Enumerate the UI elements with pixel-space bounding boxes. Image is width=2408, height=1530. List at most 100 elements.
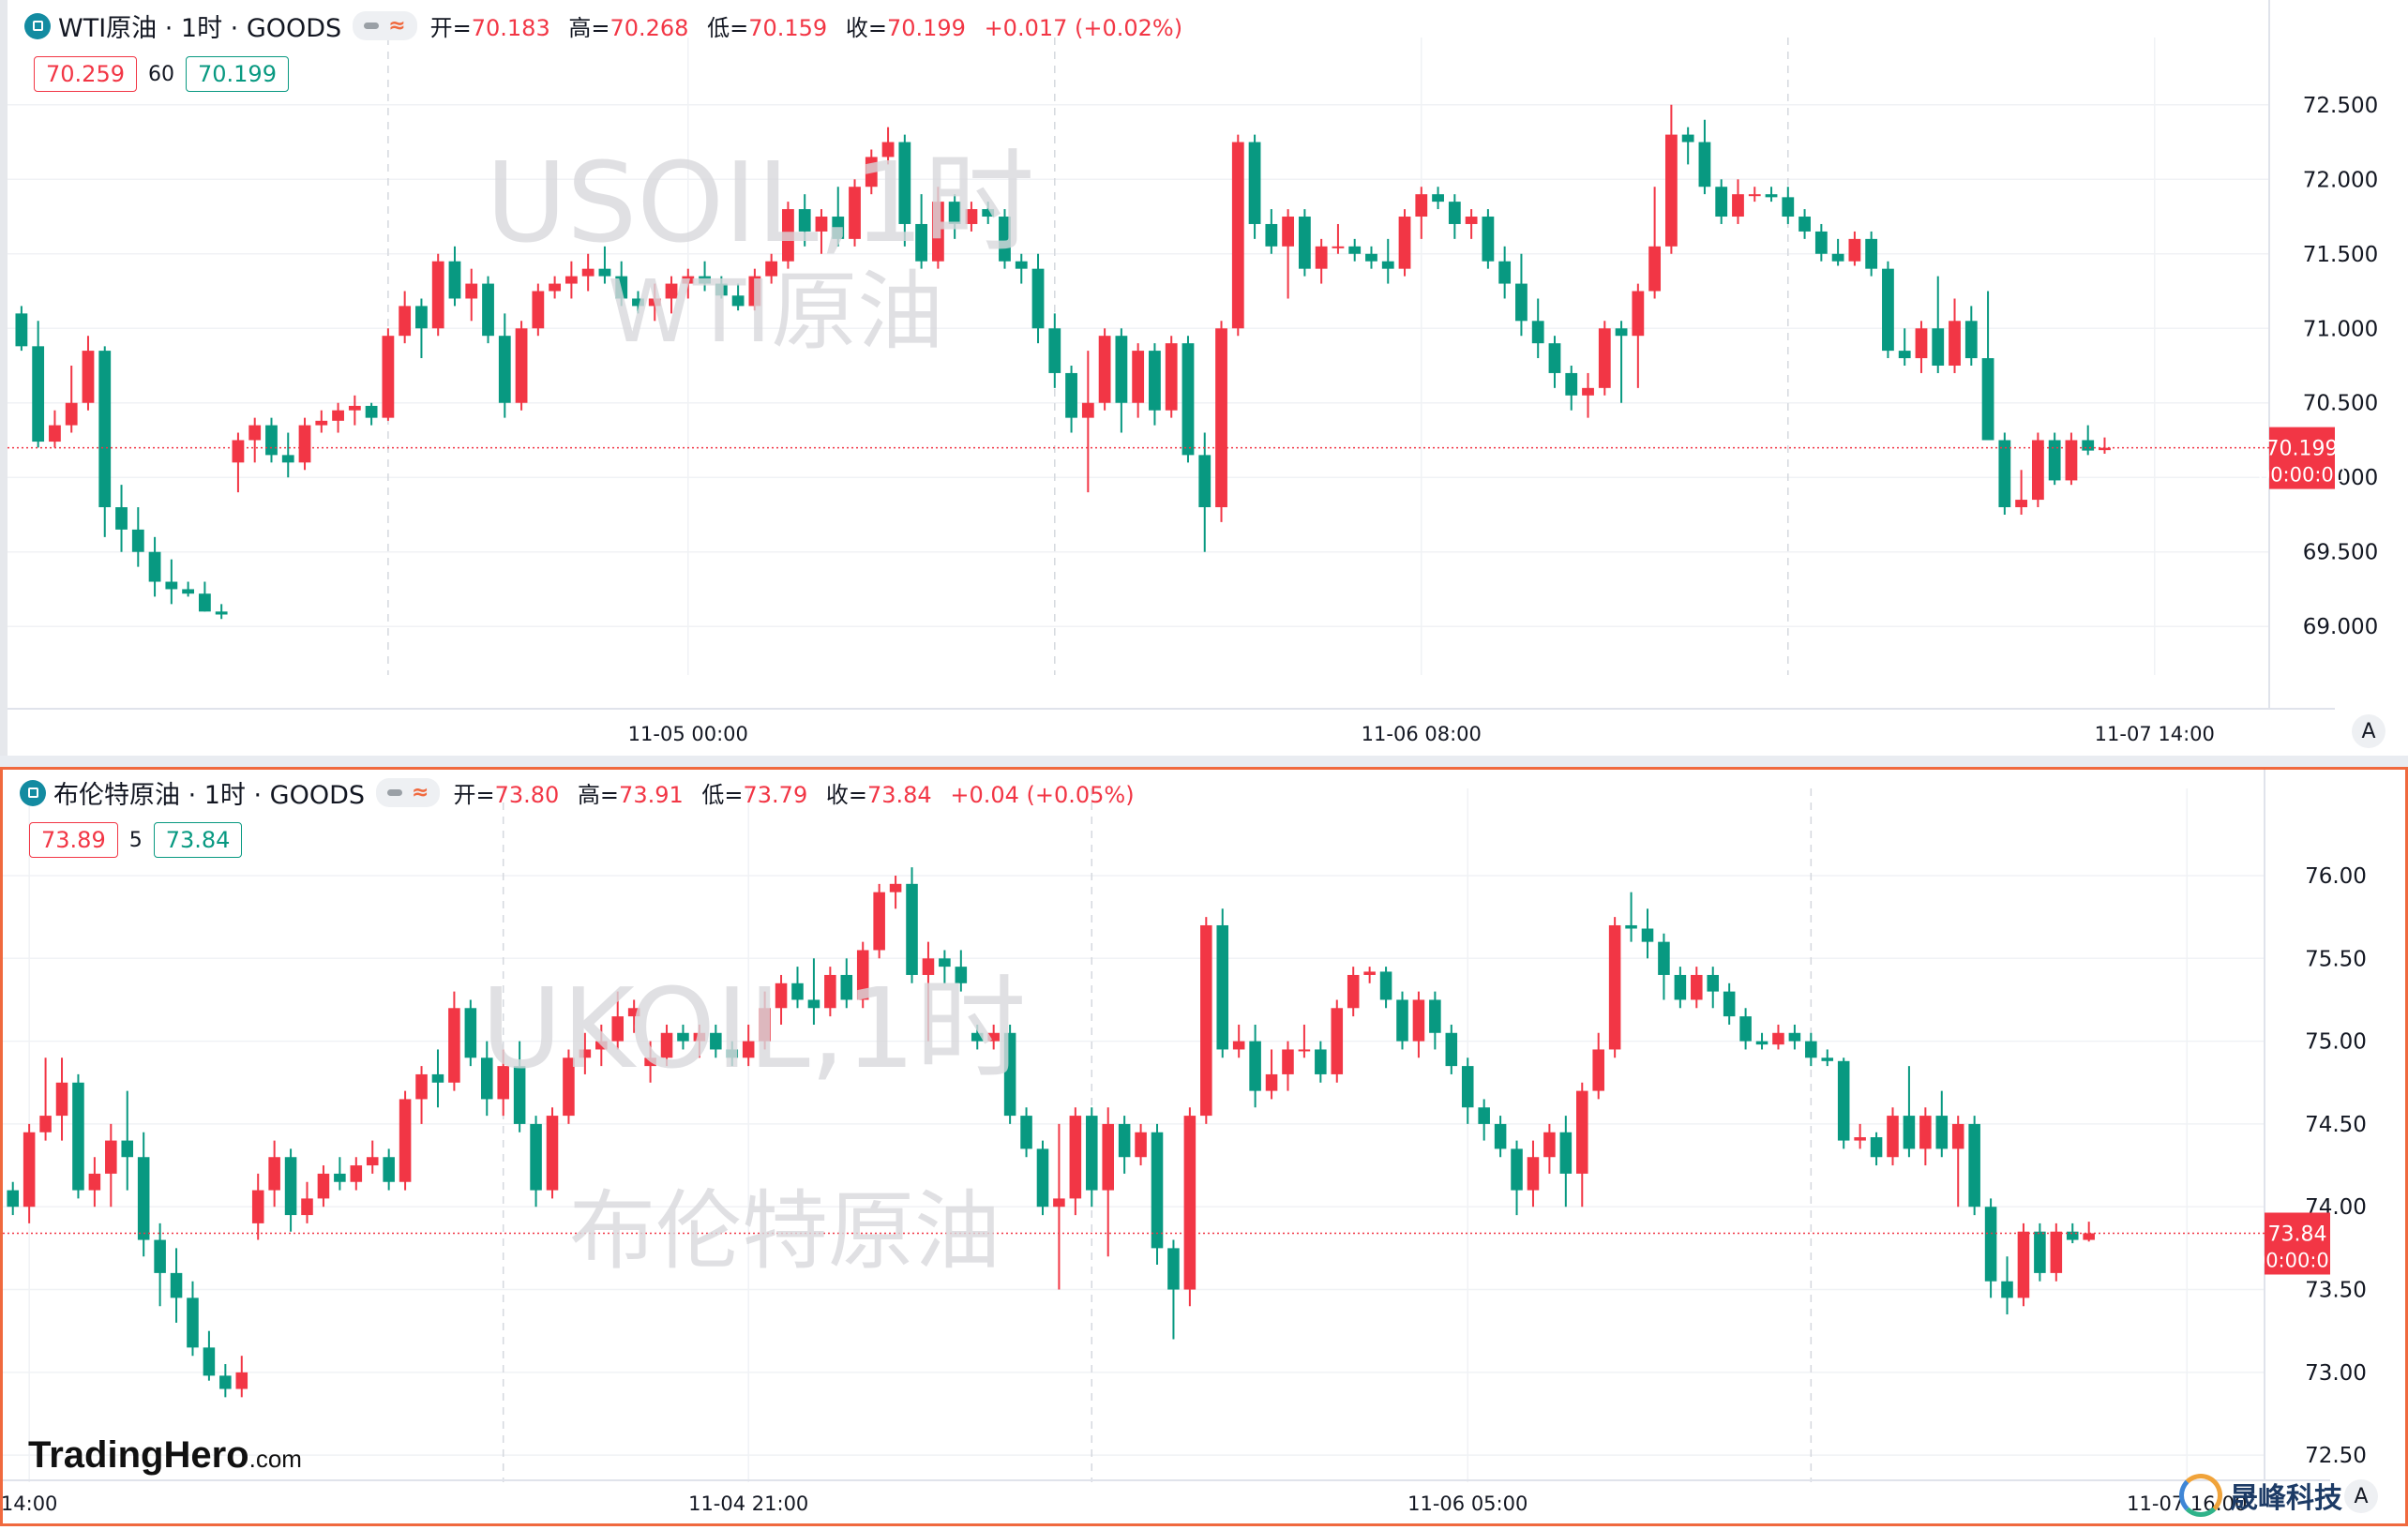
price-tick-label: 71.000 [2303,317,2378,341]
candle-body [15,313,28,347]
candle-body [677,1032,689,1042]
candle-body [1981,358,1994,441]
candle-body [1951,1123,1964,1149]
legend-title[interactable]: WTI原油 · 1时 · GOODS [58,14,342,43]
wave-icon[interactable]: ≈ [388,14,406,38]
last-price-tag [2265,1212,2330,1275]
candle-body [497,1066,509,1100]
candle-body [1036,1148,1049,1208]
candle-body [1298,217,1311,269]
candle-body [1031,268,1045,329]
candle-body [1723,991,1736,1017]
candle-body [182,589,195,594]
candle-body [775,982,788,1009]
countdown-value: 00:00:00 [2258,464,2346,487]
candle-body [1151,1132,1164,1249]
candle-body [2082,440,2095,451]
candle-body [415,1073,428,1100]
candle-body [154,1239,166,1273]
candle-body [1932,328,1945,366]
candle-body [530,1123,542,1191]
brent-candlestick-chart[interactable]: 76.0075.5075.0074.5074.0073.5073.0072.50… [3,770,2405,1523]
candle-body [1482,217,1495,262]
change-value: +0.04 (+0.05%) [950,782,1135,808]
candle-body [1615,328,1628,337]
candle-body [1102,1123,1114,1191]
candle-body [49,425,61,442]
candle-body [317,1173,330,1199]
last-price-value: 70.199 [2266,438,2339,461]
candle-body [1543,1132,1556,1158]
candle-body [7,1190,19,1208]
indicator-pill[interactable]: ≈ [353,11,417,40]
candle-body [1608,924,1621,1050]
candle-body [382,336,395,418]
change-value: +0.017 (+0.02%) [984,15,1183,41]
candle-body [726,1049,739,1058]
candle-body [1232,1041,1245,1050]
auto-scale-button[interactable]: A [2344,1479,2378,1513]
auto-scale-button[interactable]: A [2352,714,2385,748]
panel-separator[interactable] [0,756,2408,767]
symbol-badge-icon[interactable] [20,779,46,806]
candle-body [165,581,178,590]
legend-title[interactable]: 布伦特原油 · 1时 · GOODS [53,781,366,810]
candle-body [498,336,511,403]
collapse-icon[interactable] [387,789,403,796]
candle-body [2083,1233,2095,1240]
candle-body [1870,1137,1883,1158]
candle-body [915,223,928,262]
candle-body [137,1157,150,1240]
candle-body [365,405,378,418]
candle-body [1065,372,1077,418]
chart-panel-brent[interactable]: 76.00 75.50 75.00 74.50 74.00 73.50 73.00 72.50… [0,767,2408,1526]
collapse-icon[interactable] [364,22,380,29]
candle-body [121,1140,134,1158]
candle-body [849,187,861,239]
candle-body [265,425,278,456]
sell-box[interactable]: 73.89 [29,822,118,858]
candle-body [198,593,211,612]
candle-body [1020,1116,1032,1149]
buy-box[interactable]: 73.84 [153,822,243,858]
price-tick-label: 75.50 [2305,947,2367,971]
candle-body [399,306,412,337]
symbol-badge-icon[interactable] [24,12,51,39]
candle-body [1935,1116,1949,1149]
candle-body [515,328,528,403]
candle-body [1069,1116,1082,1199]
candle-body [742,1041,755,1058]
wti-candlestick-chart[interactable]: 72.50072.00071.50071.00070.50070.00069.5… [8,0,2408,756]
candle-body [1707,974,1720,992]
candle-body [1854,1137,1866,1141]
candle-body [595,1041,608,1050]
candle-body [2066,1231,2079,1240]
candle-body [1298,1049,1311,1052]
wave-icon[interactable]: ≈ [412,781,429,804]
candle-body [1898,351,1911,359]
candle-body [2048,440,2061,481]
candle-body [1882,268,1894,352]
candle-body [1548,343,1561,373]
candle-body [1448,202,1461,224]
ohlc-values: 开=70.183 高=70.268 低=70.159 收=70.199 +0.0… [429,15,1183,41]
buy-box[interactable]: 70.199 [185,56,289,92]
candle-body [1798,217,1811,232]
candle-body [939,958,951,968]
price-tick-label: 69.500 [2303,541,2378,565]
candle-body [1582,387,1594,396]
price-tick-label: 72.500 [2303,94,2378,118]
candle-body [1015,261,1028,269]
time-tick-label: 14:00 [3,1492,57,1515]
candle-body [955,967,968,983]
indicator-pill[interactable]: ≈ [376,778,441,807]
candle-body [1681,134,1694,142]
candle-body [856,950,869,1000]
candle-body [1887,1116,1899,1158]
sell-box[interactable]: 70.259 [34,56,137,92]
chart-panel-wti[interactable]: 72.500 72.000 71.500 71.000 70.500 70.000 69.5… [0,0,2408,761]
candle-body [1167,1248,1180,1290]
candle-body [1379,971,1392,1000]
candle-body [1231,142,1244,329]
candle-body [682,276,695,284]
